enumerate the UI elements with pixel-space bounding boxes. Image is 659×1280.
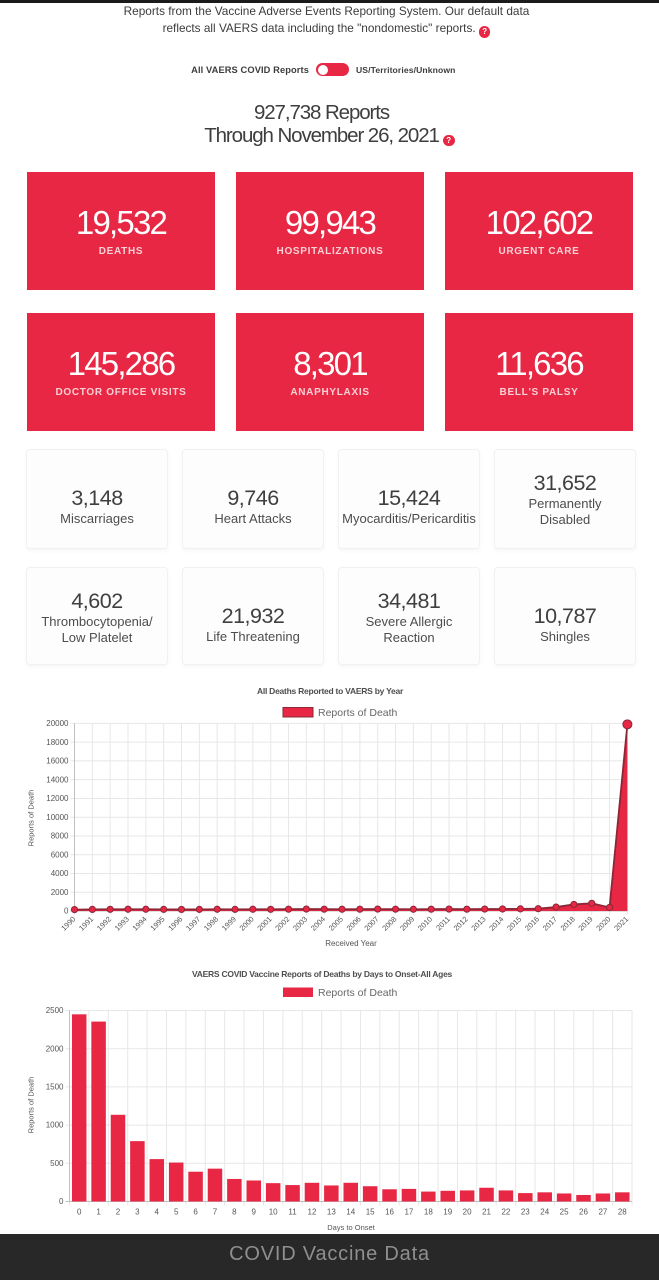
svg-text:10000: 10000 [46,813,69,822]
svg-text:4: 4 [155,1208,160,1217]
svg-text:Reports of Death: Reports of Death [318,987,398,999]
svg-text:2: 2 [116,1208,121,1217]
svg-text:2005: 2005 [327,915,345,933]
svg-text:13: 13 [327,1208,336,1217]
svg-text:28: 28 [618,1208,627,1217]
svg-text:1000: 1000 [46,1121,64,1130]
svg-text:2007: 2007 [362,915,380,933]
svg-text:3: 3 [135,1208,140,1217]
svg-text:Reports of Death: Reports of Death [27,790,36,847]
svg-text:21: 21 [482,1208,491,1217]
svg-text:1995: 1995 [148,915,166,933]
svg-text:9: 9 [252,1208,257,1217]
svg-text:20000: 20000 [46,719,69,728]
svg-text:2008: 2008 [380,915,398,933]
svg-text:14000: 14000 [46,775,69,784]
svg-text:8: 8 [232,1208,237,1217]
svg-text:2002: 2002 [273,915,291,933]
svg-text:25: 25 [560,1208,569,1217]
svg-text:1998: 1998 [202,915,220,933]
svg-text:All Deaths Reported to VAERS b: All Deaths Reported to VAERS by Year [257,686,404,696]
svg-text:23: 23 [521,1208,530,1217]
svg-text:2500: 2500 [46,1006,64,1015]
svg-text:1990: 1990 [59,915,77,933]
svg-text:1992: 1992 [95,915,113,933]
svg-text:2000: 2000 [238,915,256,933]
svg-text:27: 27 [598,1208,607,1217]
svg-text:2016: 2016 [523,915,541,933]
svg-text:22: 22 [501,1208,510,1217]
svg-text:1993: 1993 [113,915,131,933]
svg-text:2000: 2000 [51,888,69,897]
svg-text:Days to Onset: Days to Onset [327,1223,375,1232]
svg-text:2010: 2010 [416,915,434,933]
svg-text:16: 16 [385,1208,394,1217]
svg-text:10: 10 [269,1208,278,1217]
svg-text:19: 19 [443,1208,452,1217]
svg-text:16000: 16000 [46,757,69,766]
svg-text:5: 5 [174,1208,179,1217]
svg-text:2009: 2009 [398,915,416,933]
svg-text:17: 17 [404,1208,413,1217]
svg-text:18000: 18000 [46,738,69,747]
svg-text:18: 18 [424,1208,433,1217]
svg-text:12000: 12000 [46,794,69,803]
svg-text:2021: 2021 [612,915,630,933]
svg-text:2018: 2018 [559,915,577,933]
svg-text:15: 15 [366,1208,375,1217]
svg-text:0: 0 [77,1208,82,1217]
svg-text:26: 26 [579,1208,588,1217]
svg-text:500: 500 [50,1159,64,1168]
svg-text:Reports of Death: Reports of Death [318,707,398,719]
svg-text:2013: 2013 [469,915,487,933]
svg-text:8000: 8000 [51,832,69,841]
svg-text:2015: 2015 [505,915,523,933]
svg-text:Reports of Death: Reports of Death [27,1077,36,1134]
svg-text:1996: 1996 [166,915,184,933]
svg-text:6: 6 [193,1208,198,1217]
svg-text:4000: 4000 [51,869,69,878]
svg-text:2011: 2011 [434,915,452,933]
svg-text:7: 7 [213,1208,218,1217]
svg-text:14: 14 [346,1208,355,1217]
svg-text:0: 0 [59,1197,64,1206]
svg-text:2020: 2020 [594,915,612,933]
svg-text:12: 12 [308,1208,317,1217]
svg-text:2003: 2003 [291,915,309,933]
svg-text:2017: 2017 [541,915,559,933]
svg-text:1994: 1994 [131,915,149,933]
svg-text:24: 24 [540,1208,549,1217]
svg-text:2000: 2000 [46,1044,64,1053]
svg-text:1991: 1991 [77,915,95,933]
svg-text:2006: 2006 [345,915,363,933]
svg-text:20: 20 [463,1208,472,1217]
svg-text:11: 11 [288,1208,297,1217]
svg-text:1997: 1997 [184,915,202,933]
svg-text:1999: 1999 [220,915,238,933]
svg-text:2014: 2014 [487,915,505,933]
svg-text:1: 1 [96,1208,101,1217]
svg-text:0: 0 [64,907,69,916]
svg-text:2001: 2001 [255,915,273,933]
svg-text:2004: 2004 [309,915,327,933]
svg-text:2012: 2012 [452,915,470,933]
svg-text:6000: 6000 [51,850,69,859]
svg-text:VAERS COVID Vaccine Reports of: VAERS COVID Vaccine Reports of Deaths by… [192,969,453,979]
svg-text:2019: 2019 [576,915,594,933]
svg-text:Received Year: Received Year [325,939,377,948]
svg-text:1500: 1500 [46,1083,64,1092]
